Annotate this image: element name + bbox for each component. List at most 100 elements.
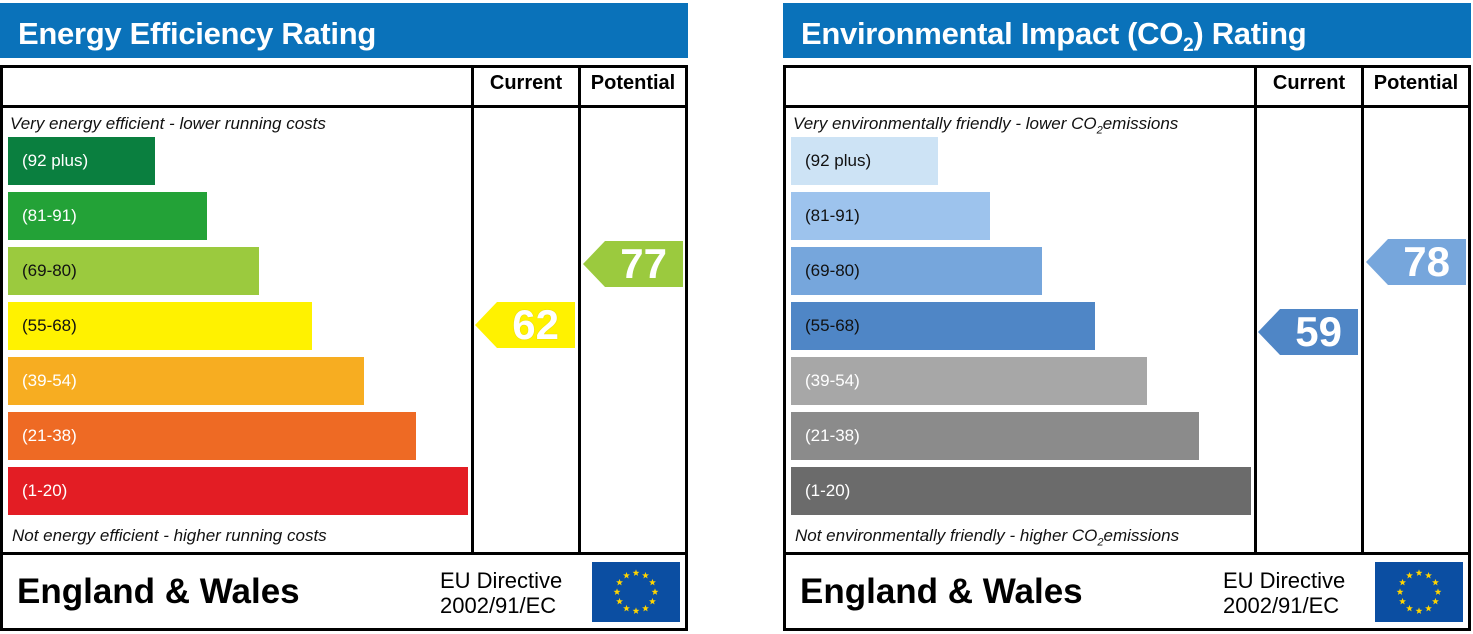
star-icon <box>1406 604 1413 612</box>
caption-subscript: 2 <box>1097 536 1104 549</box>
rating-band: (1-20) <box>8 467 468 515</box>
potential-column-header: Potential <box>590 72 676 94</box>
star-icon <box>1415 569 1423 576</box>
caption-suffix: emissions <box>1102 114 1179 133</box>
star-icon <box>1434 588 1442 595</box>
star-icon <box>623 604 630 612</box>
rating-band: (21-38) <box>8 412 416 460</box>
potential-rating-marker: 78 <box>1366 239 1466 285</box>
rating-band: (55-68) <box>791 302 1095 350</box>
star-icon <box>642 571 649 579</box>
rating-band-label: (55-68) <box>22 316 77 335</box>
star-icon <box>1432 597 1439 605</box>
rating-band-label: (39-54) <box>22 371 77 390</box>
rating-band: (92 plus) <box>791 137 938 185</box>
rating-band: (81-91) <box>791 192 990 240</box>
rating-band-label: (92 plus) <box>805 151 872 170</box>
column-divider <box>1361 65 1364 555</box>
chart-title: Energy Efficiency Rating <box>18 16 377 51</box>
rating-band: (69-80) <box>791 247 1042 295</box>
title-subscript: 2 <box>1183 35 1194 57</box>
header-divider <box>783 105 1471 108</box>
current-column-header: Current <box>489 72 563 94</box>
star-icon <box>1396 588 1404 595</box>
caption-prefix: Not environmentally friendly - higher CO <box>795 526 1098 545</box>
star-icon <box>1432 578 1439 586</box>
star-icon <box>649 578 656 586</box>
star-icon <box>613 588 621 595</box>
star-icon <box>1399 597 1406 605</box>
current-column-header: Current <box>1272 72 1346 94</box>
rating-band-label: (1-20) <box>22 481 68 500</box>
potential-rating-value: 77 <box>620 240 667 287</box>
potential-column-header: Potential <box>1373 72 1459 94</box>
star-icon <box>616 597 623 605</box>
footer-divider <box>0 552 688 555</box>
star-icon <box>649 597 656 605</box>
footer-divider <box>783 552 1471 555</box>
rating-band-label: (21-38) <box>22 426 77 445</box>
bottom-caption: Not environmentally friendly - higher CO… <box>795 526 1179 548</box>
star-icon <box>642 604 649 612</box>
current-rating-value: 59 <box>1295 308 1342 355</box>
star-icon <box>1425 604 1432 612</box>
marker-arrow <box>1258 309 1358 355</box>
eu-directive: EU Directive 2002/91/EC <box>440 568 562 618</box>
title-bar: Energy Efficiency Rating <box>0 3 688 58</box>
rating-band-label: (81-91) <box>22 206 77 225</box>
top-caption: Very environmentally friendly - lower CO… <box>793 114 1178 136</box>
column-divider <box>471 65 474 555</box>
rating-band-label: (81-91) <box>805 206 860 225</box>
star-icon <box>651 588 659 595</box>
caption-subscript: 2 <box>1096 124 1103 137</box>
rating-band-label: (55-68) <box>805 316 860 335</box>
current-rating-marker: 62 <box>475 302 575 348</box>
region-name: England & Wales <box>17 572 300 611</box>
marker-arrow <box>1366 239 1466 285</box>
caption-prefix: Very environmentally friendly - lower CO <box>793 114 1097 133</box>
column-divider <box>1254 65 1257 555</box>
star-icon <box>1399 578 1406 586</box>
bottom-caption: Not energy efficient - higher running co… <box>12 526 327 545</box>
star-icon <box>1415 607 1423 614</box>
rating-band-label: (92 plus) <box>22 151 89 170</box>
column-divider <box>578 65 581 555</box>
eu-directive: EU Directive 2002/91/EC <box>1223 568 1345 618</box>
title-bar: Environmental Impact (CO2) Rating <box>783 3 1471 58</box>
star-icon <box>1406 571 1413 579</box>
rating-band: (69-80) <box>8 247 259 295</box>
top-caption: Very energy efficient - lower running co… <box>10 114 326 133</box>
current-rating-marker: 59 <box>1258 309 1358 355</box>
caption-suffix: emissions <box>1103 526 1180 545</box>
eu-flag-icon <box>1375 562 1463 622</box>
eu-directive-line2: 2002/91/EC <box>1223 593 1340 618</box>
eu-directive-line1: EU Directive <box>1223 568 1346 593</box>
eu-directive-line1: EU Directive <box>440 568 563 593</box>
chart-frame <box>783 65 1471 631</box>
eu-flag-icon <box>592 562 680 622</box>
rating-band: (39-54) <box>791 357 1147 405</box>
chart-frame <box>0 65 688 631</box>
title-suffix: ) Rating <box>1193 16 1307 51</box>
potential-rating-value: 78 <box>1403 238 1450 285</box>
rating-band: (55-68) <box>8 302 312 350</box>
star-icon <box>623 571 630 579</box>
rating-band: (81-91) <box>8 192 207 240</box>
title-prefix: Environmental Impact (CO <box>801 16 1184 51</box>
energy-efficiency-chart: Energy Efficiency Rating Current Potenti… <box>0 0 688 634</box>
eu-directive-line2: 2002/91/EC <box>440 593 557 618</box>
marker-arrow <box>475 302 575 348</box>
rating-band: (21-38) <box>791 412 1199 460</box>
rating-band-label: (69-80) <box>805 261 860 280</box>
region-name: England & Wales <box>800 572 1083 611</box>
header-divider <box>0 105 688 108</box>
star-icon <box>1425 571 1432 579</box>
marker-arrow <box>583 241 683 287</box>
rating-band-label: (69-80) <box>22 261 77 280</box>
rating-band-label: (39-54) <box>805 371 860 390</box>
rating-band-label: (21-38) <box>805 426 860 445</box>
rating-band: (1-20) <box>791 467 1251 515</box>
star-icon <box>632 569 640 576</box>
star-icon <box>616 578 623 586</box>
rating-band: (92 plus) <box>8 137 155 185</box>
